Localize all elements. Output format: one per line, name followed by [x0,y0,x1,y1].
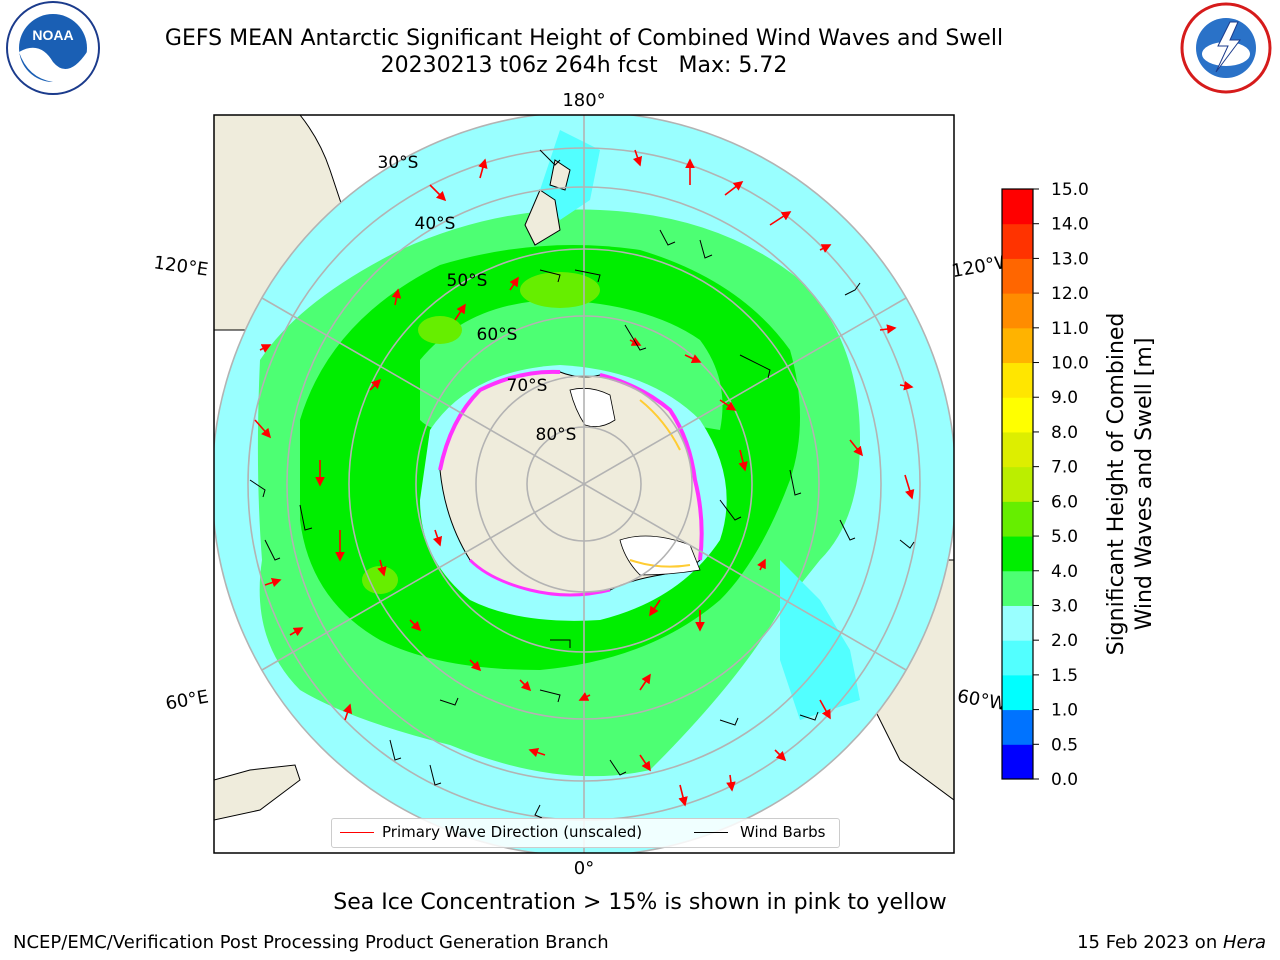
colorbar-segment [1002,258,1033,294]
land-africa [214,764,301,821]
colorbar-segment [1002,466,1033,502]
noaa-logo: NOAA [6,1,100,95]
colorbar-tick-label: 14.0 [1051,215,1089,235]
map-frame [213,114,955,854]
colorbar-segment [1002,189,1033,225]
colorbar-tick-label: 9.0 [1051,388,1078,408]
colorbar-segment [1002,605,1033,641]
colorbar-tick-label: 7.0 [1051,458,1078,478]
colorbar-tick-label: 15.0 [1051,180,1089,200]
lon-label-0: 0° [574,858,594,879]
lon-label-120e: 120°E [152,252,209,280]
colorbar-segment [1002,570,1033,606]
colorbar-tick-label: 0.0 [1051,770,1078,790]
colorbar-segment [1002,640,1033,676]
colorbar-segment [1002,327,1033,364]
colorbar: 0.0 0.5 1.0 1.5 2.0 3.0 4.0 5.0 6.0 7.0 8.0 9.0 10.0… [1002,180,1089,790]
legend-primary-label: Primary Wave Direction (unscaled) [382,823,643,841]
colorbar-title-line2: Wind Waves and Swell [m] [1132,338,1157,631]
lon-label-180: 180° [562,90,605,111]
footer-host: Hera [1222,932,1266,953]
lon-label-60e: 60°E [164,686,210,714]
lat-label-40s: 40°S [415,214,456,234]
colorbar-tick-label: 1.0 [1051,701,1078,721]
map-legend: Primary Wave Direction (unscaled) Wind B… [331,818,840,848]
colorbar-segment [1002,709,1033,745]
legend-primary-swatch [340,832,374,833]
lat-label-80s: 80°S [536,425,577,445]
colorbar-segment [1002,431,1033,468]
colorbar-tick-label: 2.0 [1051,631,1078,651]
lat-label-60s: 60°S [477,325,518,345]
map-area [214,115,954,853]
legend-wind-swatch [694,832,728,833]
sea-ice-note: Sea Ice Concentration > 15% is shown in … [333,890,947,915]
colorbar-tick-label: 8.0 [1051,423,1078,443]
lat-label-70s: 70°S [507,376,548,396]
footer-date: 15 Feb 2023 on Hera [1077,932,1266,953]
colorbar-tick-label: 10.0 [1051,354,1089,374]
colorbar-segment [1002,536,1033,572]
colorbar-tick-label: 3.0 [1051,596,1078,616]
colorbar-segment [1002,501,1033,537]
colorbar-frame [1001,188,1034,780]
chart-title: GEFS MEAN Antarctic Significant Height o… [164,26,1004,51]
colorbar-segment [1002,362,1033,398]
land-new-zealand [524,189,561,246]
chart-subtitle: 20230213 t06z 264h fcst Max: 5.72 [380,53,788,78]
colorbar-segment [1002,674,1033,711]
noaa-logo-text: NOAA [32,27,73,43]
nws-logo [1180,2,1272,94]
colorbar-segment [1002,293,1033,329]
lon-label-60w: 60°W [956,686,1009,715]
wind-barbs [249,149,915,819]
colorbar-segment [1002,744,1033,780]
colorbar-tick-label: 5.0 [1051,527,1078,547]
lat-label-50s: 50°S [447,271,488,291]
colorbar-segment [1002,223,1033,259]
colorbar-tick-label: 1.5 [1051,666,1078,686]
colorbar-tick-label: 4.0 [1051,562,1078,582]
colorbar-tick-label: 0.5 [1051,735,1078,755]
colorbar-tick-label: 12.0 [1051,284,1089,304]
footer-date-text: 15 Feb 2023 on [1077,932,1223,953]
footer-credit: NCEP/EMC/Verification Post Processing Pr… [13,932,609,953]
legend-wind-label: Wind Barbs [740,823,826,841]
colorbar-tick-label: 11.0 [1051,319,1089,339]
colorbar-tick-label: 13.0 [1051,249,1089,269]
lat-label-30s: 30°S [378,153,419,173]
colorbar-title-line1: Significant Height of Combined [1104,313,1129,656]
colorbar-segment [1002,397,1033,433]
colorbar-tick-label: 6.0 [1051,492,1078,512]
